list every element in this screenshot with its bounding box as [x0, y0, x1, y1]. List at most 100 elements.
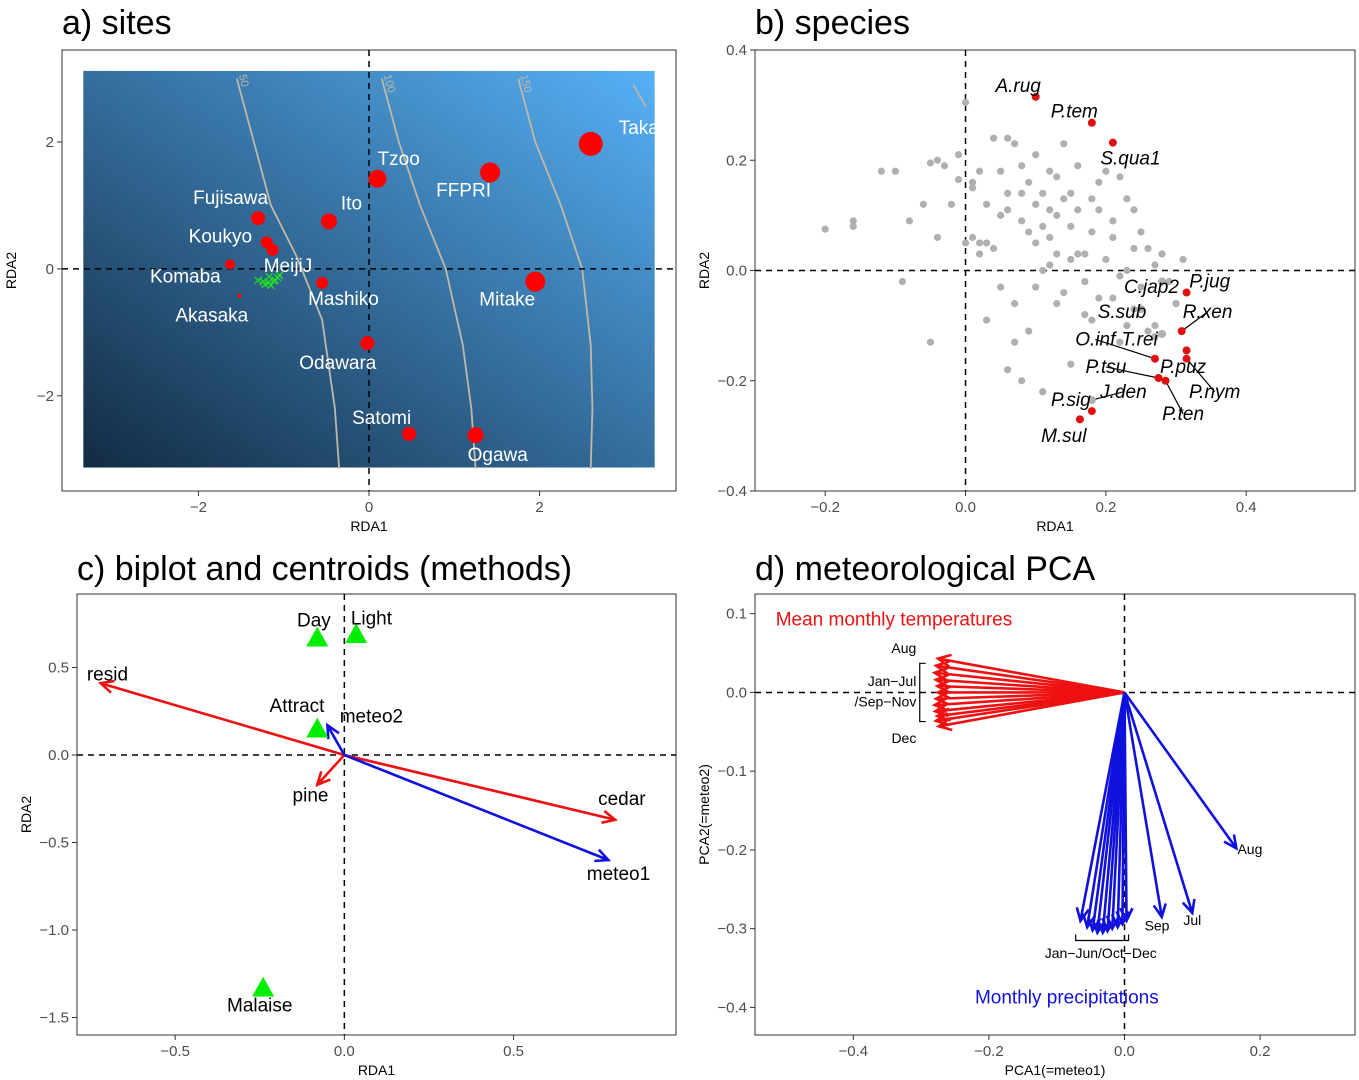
species-point: [1144, 327, 1152, 335]
site-point: [578, 131, 603, 156]
species-point: [968, 233, 977, 242]
x-axis-title: RDA1: [1036, 518, 1074, 534]
species-label: M.sul: [1041, 426, 1087, 447]
species-point: [1067, 189, 1075, 197]
species-label: P.puz: [1160, 357, 1207, 378]
species-leader-line: [1186, 358, 1216, 393]
species-point: [1088, 228, 1096, 236]
species-point: [1095, 206, 1103, 214]
temperature-arrow-head: [933, 691, 950, 706]
contour-line: [235, 78, 341, 469]
species-point: [1123, 266, 1131, 275]
site-point: [368, 169, 387, 188]
species-point: [1046, 261, 1054, 269]
species-leader-line: [1164, 380, 1184, 415]
species-point: [1137, 228, 1145, 236]
precipitation-arrow-head: [1081, 913, 1097, 931]
temperature-arrow-head: [935, 653, 952, 668]
x-axis-title: RDA1: [358, 1062, 396, 1078]
panel-d-meteo-pca: −0.4 −0.2 0.0 0.2 −0.4 −0.3 −0.2 −0.1 0.0 0.1 PCA1…: [696, 593, 1356, 1078]
species-point: [1067, 222, 1075, 230]
y-axis-title: RDA2: [696, 252, 712, 290]
species-point: [1060, 288, 1068, 297]
precipitation-group-label: Monthly precipitations: [975, 988, 1159, 1009]
species-label: P.ten: [1162, 404, 1204, 425]
y-tick-label: 2: [46, 134, 54, 151]
species-point: [1025, 327, 1033, 335]
x-tick-label: 0.4: [1236, 499, 1257, 516]
x-tick-label: 0.0: [334, 1043, 355, 1060]
species-point: [1130, 305, 1138, 313]
species-point: [1151, 322, 1159, 330]
species-point: [975, 239, 984, 247]
x-tick-label: 0: [365, 499, 373, 516]
site-point: [320, 213, 337, 230]
temperature-arrow-head: [935, 685, 952, 700]
species-point: [1032, 283, 1040, 291]
species-point: [1060, 195, 1068, 203]
centroid-label: Malaise: [227, 995, 292, 1016]
species-point: [982, 316, 991, 324]
site-point: [316, 276, 329, 289]
species-point: [933, 156, 942, 164]
panel-c-biplot: −0.5 0.0 0.5 −1.5 −1.0 −0.5 0.0 0.5 RDA1 RDA2 res…: [18, 593, 677, 1078]
species-labeled-point: [1182, 288, 1191, 297]
x-tick-label: 0.2: [1250, 1043, 1271, 1060]
biplot-arrow-head: [594, 848, 612, 863]
y-tick-label: −2: [37, 388, 54, 405]
species-point: [1158, 250, 1166, 258]
species-point: [1025, 178, 1033, 186]
species-point: [1102, 255, 1110, 264]
y-tick-label: −0.4: [717, 999, 747, 1016]
biplot-arrow-label: pine: [293, 785, 329, 806]
species-point: [1018, 189, 1026, 197]
species-point: [982, 200, 991, 208]
y-tick-label: 0.4: [726, 42, 747, 59]
panel-a-title: a) sites: [62, 4, 172, 42]
species-point: [1172, 299, 1180, 308]
species-point: [1053, 250, 1061, 258]
species-point: [1067, 360, 1075, 368]
species-label: P.sig: [1051, 390, 1091, 411]
site-point: [251, 211, 266, 226]
species-point: [1011, 338, 1019, 346]
biplot-arrow-head: [315, 770, 331, 787]
species-point: [849, 217, 857, 225]
panel-b-title: b) species: [755, 4, 910, 42]
x-tick-label: 0.0: [955, 499, 976, 516]
species-point: [1179, 255, 1187, 264]
y-tick-label: −0.1: [717, 763, 747, 780]
x-tick-label: 0.0: [1114, 1043, 1135, 1060]
species-label: C.jap2: [1124, 277, 1179, 298]
x-tick-label: −0.4: [838, 1043, 868, 1060]
species-labeled-point: [1158, 277, 1167, 286]
species-labeled-point: [1087, 396, 1096, 405]
y-tick-label: 0.0: [726, 263, 747, 280]
x-tick-label: 0.2: [1095, 499, 1116, 516]
y-axis-title: RDA2: [3, 252, 19, 290]
biplot-arrow-head: [325, 722, 340, 740]
species-label: P.jug: [1189, 272, 1230, 293]
species-labeled-point: [1182, 354, 1191, 363]
species-labeled-point: [1075, 415, 1084, 424]
species-point: [1130, 244, 1138, 253]
species-labeled-point: [1151, 354, 1159, 363]
biplot-arrow: [343, 753, 609, 862]
x-tick-label: 0.5: [503, 1043, 524, 1060]
species-point: [1046, 206, 1054, 214]
y-tick-label: 0.0: [726, 684, 747, 701]
species-labeled-point: [1136, 305, 1145, 314]
x-axis-title: PCA1(=meteo1): [1005, 1062, 1106, 1078]
species-point: [1032, 200, 1040, 208]
month-label: Jan−Jun/Oct−Dec: [1045, 945, 1157, 961]
species-point: [933, 233, 942, 242]
species-point: [1123, 195, 1131, 203]
biplot-arrow: [100, 682, 345, 757]
species-point: [975, 167, 984, 175]
species-labeled-point: [1087, 407, 1096, 416]
x-tick-label: −0.2: [810, 499, 840, 516]
temperature-arrow-head: [933, 711, 950, 727]
species-label: A.rug: [994, 76, 1041, 97]
species-point: [1144, 244, 1152, 253]
centroid-label: Attract: [270, 696, 326, 717]
